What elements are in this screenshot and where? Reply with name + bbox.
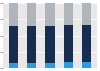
Bar [46, 3, 54, 26]
Bar [82, 3, 91, 25]
Bar [9, 26, 18, 63]
Bar [64, 3, 73, 25]
Bar [64, 62, 73, 68]
Bar [46, 26, 54, 63]
Bar [27, 26, 36, 63]
Bar [27, 3, 36, 26]
Bar [64, 25, 73, 62]
Bar [82, 62, 91, 68]
Bar [9, 63, 18, 68]
Bar [9, 3, 18, 26]
Bar [82, 25, 91, 62]
Bar [46, 63, 54, 68]
Bar [27, 63, 36, 68]
